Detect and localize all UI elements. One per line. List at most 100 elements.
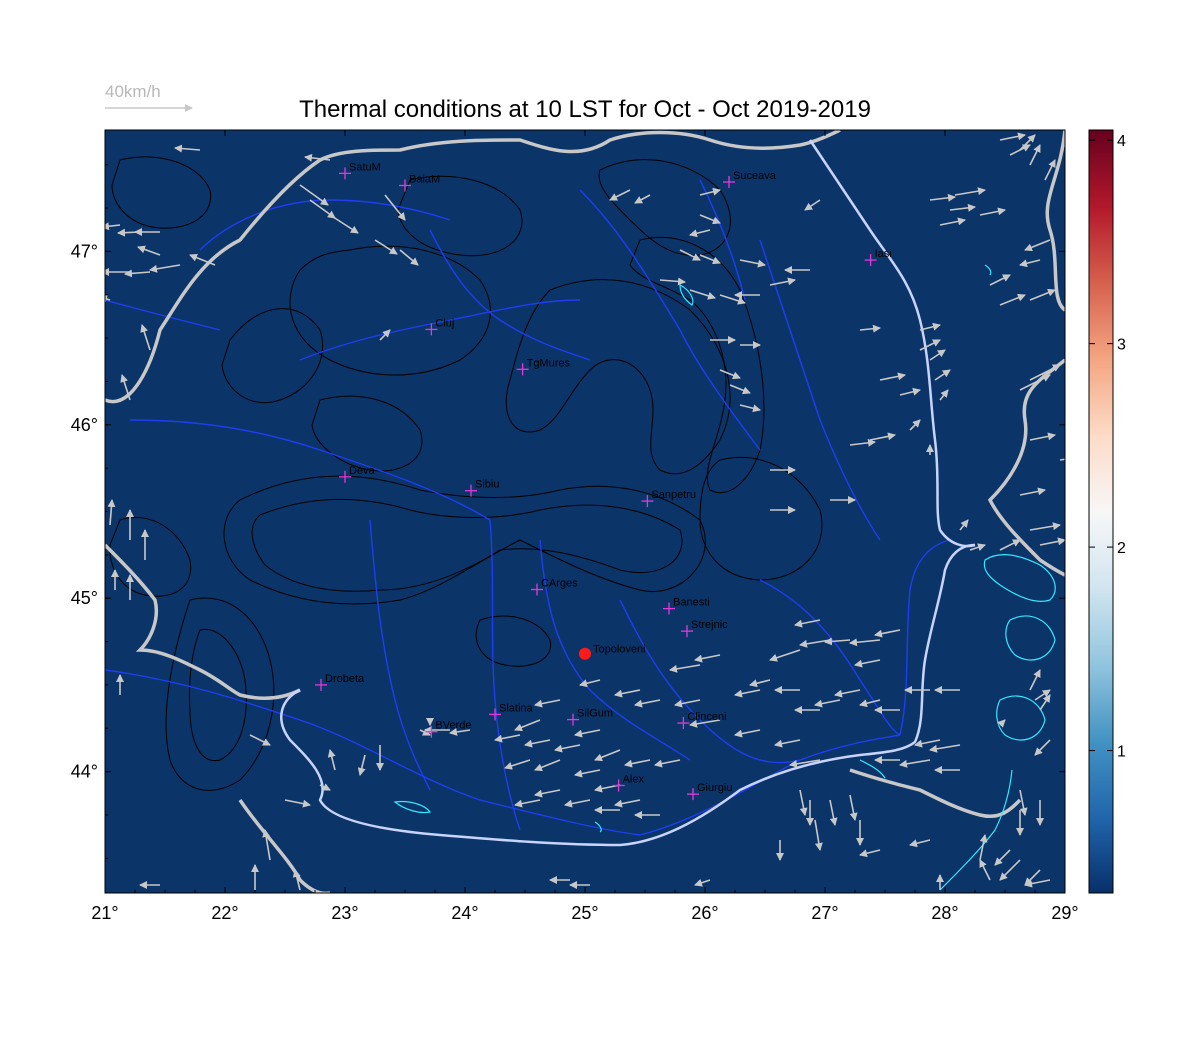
map-background xyxy=(105,130,1065,893)
wind-arrow xyxy=(1019,487,1046,496)
wind-arrow xyxy=(374,239,398,255)
wind-arrow xyxy=(939,217,966,226)
wind-arrow xyxy=(679,249,701,261)
station-satum: SatuM xyxy=(339,161,381,180)
station-drobeta: Drobeta xyxy=(315,673,365,691)
wind-arrow xyxy=(814,819,823,851)
wind-arrow xyxy=(1019,134,1036,151)
wind-arrow xyxy=(854,659,881,668)
wind-arrow xyxy=(674,699,701,708)
station-banesti: Banesti xyxy=(663,597,710,615)
station-label: Cluj xyxy=(435,317,454,329)
wind-arrow xyxy=(799,789,808,816)
wind-arrow xyxy=(909,839,931,848)
wind-arrow xyxy=(1029,288,1056,301)
colorbar-tick-label: 2 xyxy=(1117,540,1126,557)
wind-arrow xyxy=(669,664,701,673)
wind-arrow xyxy=(1019,374,1051,391)
wind-arrow xyxy=(834,689,861,698)
wind-arrow xyxy=(739,404,761,413)
wind-arrow xyxy=(914,739,941,748)
wind-arrow xyxy=(554,744,581,753)
wind-arrow xyxy=(1024,879,1051,888)
wind-arrow xyxy=(284,799,311,808)
wind-arrow xyxy=(1039,694,1051,711)
colorbar-ticks: 1 2 3 4 xyxy=(1089,133,1126,761)
wind-arrow xyxy=(1029,364,1061,381)
station-label: Clinceni xyxy=(687,711,726,723)
wind-arrow xyxy=(879,372,906,381)
wind-arrow xyxy=(149,264,181,273)
wind-arrow xyxy=(769,277,796,286)
wind-arrow xyxy=(594,749,621,762)
border-river xyxy=(280,543,976,847)
wind-arrow xyxy=(824,637,851,646)
wind-arrow xyxy=(1034,739,1051,756)
station-strejnic: Strejnic xyxy=(681,619,728,638)
lat-tick-label: 46° xyxy=(71,415,98,435)
wind-arrow xyxy=(994,849,1011,866)
wind-arrow xyxy=(949,203,976,212)
station-baiam: BaiaM xyxy=(399,173,440,192)
lon-tick-label: 24° xyxy=(451,903,478,923)
wind-arrow xyxy=(137,245,161,256)
wind-arrow xyxy=(804,199,821,211)
wind-arrow xyxy=(729,384,751,395)
station-label: Slatina xyxy=(499,702,534,714)
wind-arrow xyxy=(634,194,651,204)
map-axes: 21° 22° 23° 24° 25° 26° 27° 28° 29° 44° 45° 46° 47° xyxy=(71,130,1079,923)
wind-arrow xyxy=(1019,259,1041,268)
station-slatina: Slatina xyxy=(489,702,534,721)
wind-arrow xyxy=(699,254,721,265)
station-label: Iasi xyxy=(875,248,892,260)
wind-arrow xyxy=(929,744,961,753)
country-border xyxy=(1045,130,1065,312)
station-label: BVerde xyxy=(435,720,471,732)
station-label: Strejnic xyxy=(691,619,728,631)
wind-arrow xyxy=(989,274,1011,286)
station-deva: Deva xyxy=(339,465,376,483)
wind-arrow xyxy=(120,374,131,401)
wind-arrow xyxy=(514,799,541,808)
lon-tick-label: 23° xyxy=(331,903,358,923)
wind-arrow xyxy=(1029,522,1061,531)
station-alex: Alex xyxy=(612,773,644,792)
wind-arrow xyxy=(734,729,761,738)
wind-arrow xyxy=(1044,159,1056,181)
wind-arrow xyxy=(739,259,766,268)
highlight-station-label: Topoloveni xyxy=(593,644,646,656)
wind-arrow xyxy=(954,187,986,196)
lakes xyxy=(393,264,1056,891)
wind-arrow xyxy=(534,759,561,772)
colorbar-tick-label: 1 xyxy=(1117,744,1126,761)
wind-arrow xyxy=(979,207,1006,216)
wind-scale-label: 40km/h xyxy=(105,82,161,101)
wind-arrow xyxy=(929,349,946,361)
wind-arrow xyxy=(849,794,858,821)
station-bverde: BVerde xyxy=(425,720,471,738)
wind-arrow xyxy=(689,719,721,728)
wind-arrow xyxy=(794,619,821,628)
station-markers: SatuM BaiaM Suceava Iasi Cluj TgMures Deva Sibi… xyxy=(315,161,892,801)
lat-tick-label: 44° xyxy=(71,762,98,782)
wind-arrow xyxy=(999,859,1021,881)
wind-arrow xyxy=(327,749,336,771)
colorbar-tick-label: 4 xyxy=(1117,133,1126,150)
station-sibiu: Sibiu xyxy=(465,479,499,497)
wind-arrow xyxy=(1034,689,1051,701)
station-label: Banesti xyxy=(673,597,710,609)
station-label: BaiaM xyxy=(409,173,440,185)
wind-arrow xyxy=(859,324,881,333)
wind-arrow xyxy=(292,869,301,891)
wind-arrow xyxy=(299,184,329,206)
map-title: Thermal conditions at 10 LST for Oct - O… xyxy=(299,96,871,123)
station-tgmures: TgMures xyxy=(516,357,571,376)
station-suceava: Suceava xyxy=(723,170,777,189)
wind-arrow xyxy=(859,849,881,858)
wind-arrow xyxy=(105,295,111,303)
colorbar-gradient xyxy=(1088,129,1114,894)
station-label: TgMures xyxy=(527,357,571,369)
wind-arrow xyxy=(939,389,949,401)
wind-arrow xyxy=(999,539,1021,551)
lat-tick-label: 45° xyxy=(71,588,98,608)
